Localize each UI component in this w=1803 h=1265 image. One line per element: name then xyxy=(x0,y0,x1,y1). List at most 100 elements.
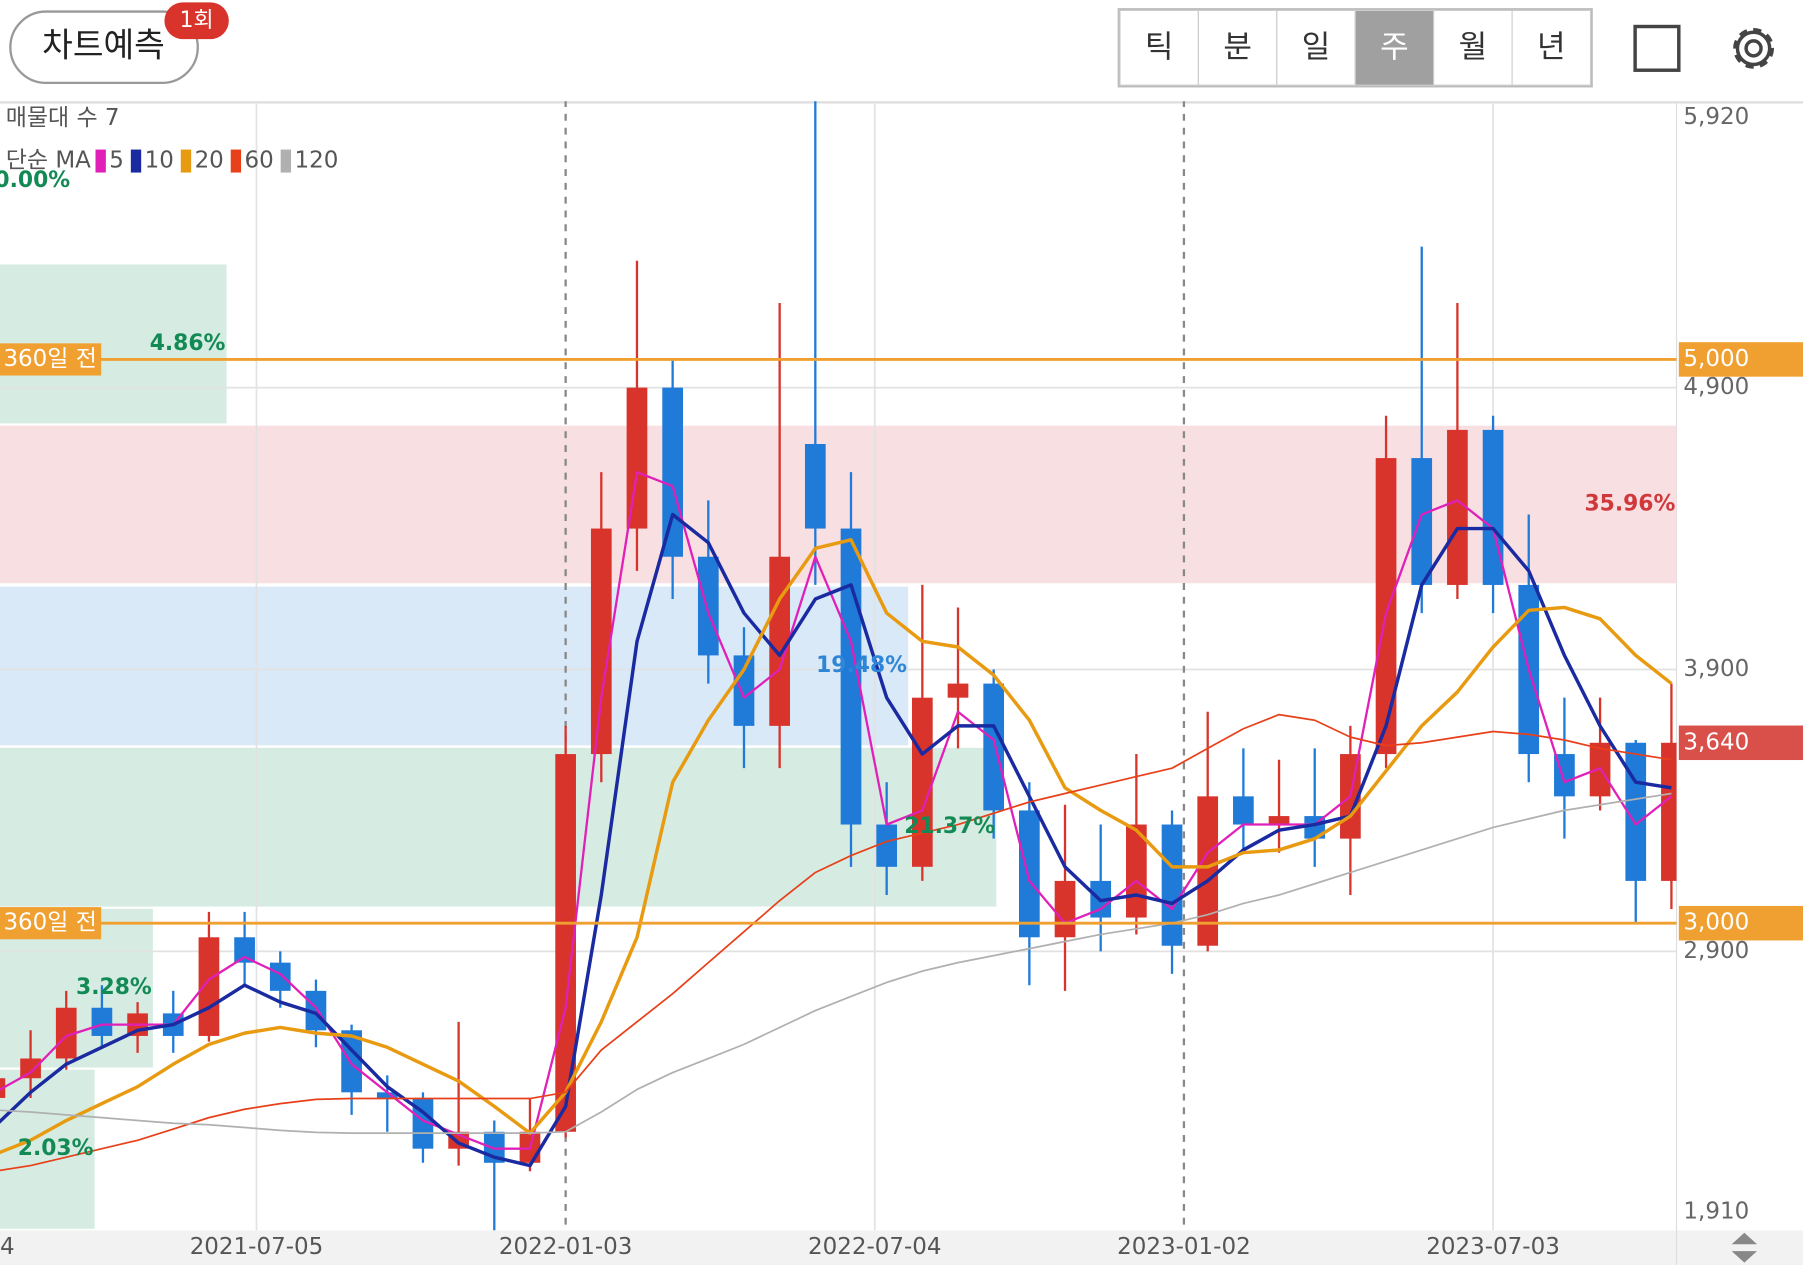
x-tick-label: 4 xyxy=(0,1234,15,1260)
candle-body xyxy=(91,1007,113,1036)
candle-body xyxy=(626,387,648,529)
candle-body xyxy=(1233,796,1254,825)
volume-zone xyxy=(0,425,1677,584)
tab-label: 틱 xyxy=(1145,29,1174,65)
zone-percent: 4.86% xyxy=(150,331,226,356)
badge xyxy=(164,2,229,40)
candle-body xyxy=(234,937,255,963)
moving-average-line xyxy=(0,471,1673,1150)
candle-body xyxy=(555,754,576,1132)
tab[interactable] xyxy=(1119,9,1199,86)
badge-label: 1회 xyxy=(180,8,214,33)
candle-body xyxy=(1019,810,1040,938)
candle-body xyxy=(1375,458,1397,755)
candle-body xyxy=(376,1092,398,1098)
candle-body xyxy=(983,683,1005,811)
legend-swatch xyxy=(280,149,292,173)
x-tick-label: 2023-01-02 xyxy=(1117,1234,1251,1260)
header: 차트예측 1회 틱 분 일 주 월 년 xyxy=(0,2,1803,104)
x-tick-label: 2021-07-05 xyxy=(190,1234,324,1260)
zone-percent: 35.96% xyxy=(1584,491,1675,516)
reference-price: 5,000 xyxy=(1683,346,1749,372)
predict-button[interactable] xyxy=(9,10,199,85)
x-axis-band xyxy=(0,1230,1803,1265)
moving-average-line xyxy=(0,512,1672,1168)
zone-percent: 3.28% xyxy=(76,975,152,1000)
candle-body xyxy=(947,683,969,698)
reference-price: 3,000 xyxy=(1683,910,1749,936)
legend-swatch xyxy=(180,149,192,173)
overlay: 매물대 수 7 단순 MA 5,920 4,900 3,900 2,900 1,910 4… xyxy=(0,104,1803,1260)
fullscreen-icon[interactable] xyxy=(1633,24,1681,72)
candle-body xyxy=(590,528,612,755)
zone-percent: 19.48% xyxy=(816,653,907,678)
current-price: 3,640 xyxy=(1683,729,1749,755)
candle-body xyxy=(876,824,898,867)
tab-label: 주 xyxy=(1380,29,1409,65)
tab-label: 월 xyxy=(1459,29,1488,65)
candle-body xyxy=(769,556,791,726)
y-tick-label: 2,900 xyxy=(1683,938,1749,964)
legend-swatch xyxy=(95,149,106,173)
reference-price-box xyxy=(1678,342,1803,377)
volume-zone xyxy=(0,1069,95,1229)
y-tick-label: 4,900 xyxy=(1683,374,1749,400)
tab[interactable] xyxy=(1433,9,1513,86)
tab[interactable] xyxy=(1511,9,1592,86)
tab-label: 년 xyxy=(1537,29,1566,65)
candle-body xyxy=(1661,742,1677,881)
candle-body xyxy=(1411,458,1433,585)
candle-body xyxy=(269,962,291,991)
candle-body xyxy=(697,556,719,656)
moving-average-line xyxy=(0,713,1672,1172)
legend-swatch xyxy=(130,149,142,173)
current-price-box xyxy=(1678,725,1803,761)
candle-body xyxy=(1197,796,1219,946)
x-tick-label: 2022-01-03 xyxy=(499,1234,633,1260)
candle-body xyxy=(804,443,826,529)
tab[interactable] xyxy=(1276,9,1356,86)
reference-tag-box xyxy=(0,907,102,940)
candle-body xyxy=(1447,429,1468,585)
x-tick-label: 2022-07-04 xyxy=(808,1234,942,1260)
reference-tag-box xyxy=(0,343,102,376)
candle-body xyxy=(911,697,933,867)
legend-label: 20 xyxy=(195,148,224,174)
y-tick-label: 5,920 xyxy=(1683,104,1749,130)
legend-label: 5 xyxy=(109,148,124,174)
y-tick-label: 1,910 xyxy=(1683,1199,1749,1225)
legend-label: 10 xyxy=(145,148,174,174)
legend-swatch xyxy=(230,149,242,173)
candle-body xyxy=(1161,824,1183,946)
x-tick-label: 2023-07-03 xyxy=(1426,1234,1560,1260)
y-tick-label: 3,900 xyxy=(1683,656,1749,682)
legend-label: 60 xyxy=(245,148,274,174)
candle-body xyxy=(55,1007,77,1059)
moving-average-line xyxy=(0,538,1673,1155)
tab[interactable] xyxy=(1354,9,1435,86)
scroll-icon[interactable] xyxy=(1731,1232,1758,1263)
candle-body xyxy=(733,655,755,726)
tab-label: 분 xyxy=(1223,29,1252,65)
settings-icon[interactable] xyxy=(1733,27,1774,69)
ma-legend-title: 단순 MA xyxy=(6,148,91,174)
zone-percent: 0.00% xyxy=(0,168,70,193)
reference-tag: 360일 전 xyxy=(3,346,96,372)
candle-body xyxy=(662,387,683,557)
reference-tag: 360일 전 xyxy=(3,910,96,936)
zone-percent: 2.03% xyxy=(18,1136,94,1161)
candle-body xyxy=(1268,816,1290,825)
candle-body xyxy=(412,1097,434,1149)
volume-zone xyxy=(0,747,997,907)
reference-price-box xyxy=(1678,905,1803,941)
predict-button-label: 차트예측 xyxy=(42,26,165,65)
moving-average-line xyxy=(0,792,1672,1135)
candle-body xyxy=(198,937,220,1036)
zone-percent: 21.37% xyxy=(904,814,995,839)
candle-body xyxy=(1054,880,1076,938)
tab-label: 일 xyxy=(1302,29,1331,65)
volume-zone xyxy=(0,586,909,746)
zone-count: 매물대 수 7 xyxy=(6,105,120,131)
